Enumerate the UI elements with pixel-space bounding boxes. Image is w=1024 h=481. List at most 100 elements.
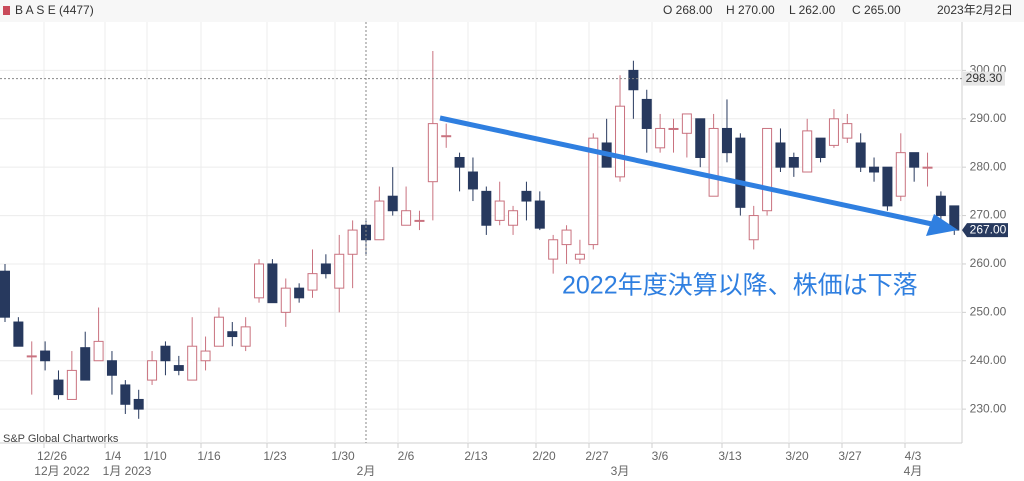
symbol-icon — [3, 6, 10, 15]
month-label: 3月 — [611, 464, 630, 478]
header-bar — [0, 0, 1024, 22]
x-tick-label: 4/3 — [905, 449, 922, 463]
candle-body — [534, 200, 545, 229]
candle-body — [842, 123, 853, 139]
candle-body — [641, 98, 652, 129]
candle-body — [922, 166, 933, 169]
candle-body — [762, 127, 773, 212]
ohlc-label: L 262.00 — [789, 3, 836, 17]
x-tick-label: 1/23 — [263, 449, 287, 463]
candle-body — [160, 345, 171, 362]
date-label: 2023年2月2日 — [937, 3, 1013, 17]
candle-body — [334, 253, 345, 289]
month-label: 12月 2022 — [34, 464, 90, 478]
x-tick-label: 3/13 — [718, 449, 742, 463]
x-tick-label: 2/20 — [532, 449, 556, 463]
arrow-head — [926, 214, 958, 236]
x-tick-label: 1/16 — [197, 449, 221, 463]
candle-body — [0, 270, 10, 318]
candle-body — [427, 123, 438, 183]
candle-body — [708, 127, 719, 197]
candle-body — [895, 152, 906, 197]
x-tick-label: 1/10 — [143, 449, 167, 463]
candle-body — [133, 398, 144, 410]
x-tick-label: 2/6 — [398, 449, 415, 463]
candle-body — [561, 229, 572, 246]
candle-body — [294, 287, 305, 299]
candle-body — [307, 273, 318, 291]
month-label: 4月 — [904, 464, 923, 478]
candle-body — [855, 142, 866, 168]
y-tick-label: 290.00 — [970, 111, 1007, 125]
candle-body — [200, 350, 211, 362]
x-tick-label: 1/4 — [105, 449, 122, 463]
candle-body — [227, 331, 238, 338]
candle-body — [414, 219, 425, 222]
candle-body — [120, 384, 131, 405]
candle-body — [454, 156, 465, 168]
candle-body — [53, 379, 64, 396]
candle-body — [106, 360, 117, 376]
candle-body — [615, 105, 626, 178]
candle-body — [815, 137, 826, 158]
candle-body — [788, 156, 799, 168]
candle-body — [574, 253, 585, 260]
candle-body — [494, 200, 505, 221]
month-label: 2月 — [357, 464, 376, 478]
candle-body — [387, 195, 398, 212]
candle-body — [267, 263, 278, 304]
candle-body — [66, 369, 77, 400]
arrow-line — [439, 115, 933, 227]
candle-body — [802, 130, 813, 173]
y-tick-label: 270.00 — [970, 208, 1007, 222]
candle-body — [93, 340, 104, 362]
chart-title: B A S E (4477) — [15, 3, 94, 17]
y-tick-label: 260.00 — [970, 256, 1007, 270]
candle-body — [467, 171, 478, 190]
candle-body — [347, 229, 358, 255]
ohlc-label: C 265.00 — [852, 3, 901, 17]
candle-body — [26, 355, 37, 358]
candle-body — [320, 263, 331, 275]
candle-body — [240, 326, 251, 347]
candle-body — [441, 135, 452, 138]
candle-body — [187, 345, 198, 381]
x-tick-label: 2/13 — [464, 449, 488, 463]
last-price-tag — [962, 223, 1008, 238]
candle-body — [668, 127, 679, 130]
x-tick-label: 3/6 — [652, 449, 669, 463]
candle-body — [655, 127, 666, 149]
candle-body — [721, 127, 732, 154]
grid: 230.00 240.00 250.00 260.00 270.00 280.00 290.… — [0, 22, 1007, 478]
candle-body — [695, 118, 706, 158]
x-tick-label: 1/30 — [331, 449, 355, 463]
crosshair-tag — [963, 71, 1005, 86]
candle-body — [521, 190, 532, 202]
x-tick-label: 12/26 — [37, 449, 67, 463]
candle-body — [401, 210, 412, 226]
overlay: 298.30 267.00 — [0, 22, 1008, 443]
candle-body — [909, 152, 920, 168]
y-tick-label: 280.00 — [970, 159, 1007, 173]
y-tick-label: 230.00 — [970, 401, 1007, 415]
y-tick-label: 240.00 — [970, 353, 1007, 367]
candle-body — [80, 347, 91, 381]
candle-body — [869, 166, 880, 173]
candle-body — [628, 69, 639, 91]
candle-body — [147, 360, 158, 381]
candle-body — [13, 321, 24, 347]
candle-body — [828, 118, 839, 146]
y-tick-label: 250.00 — [970, 305, 1007, 319]
candle-body — [882, 166, 893, 207]
candle-body — [213, 316, 224, 347]
x-tick-label: 2/27 — [585, 449, 609, 463]
candle-body — [280, 287, 291, 313]
candle-body — [40, 350, 51, 362]
month-label: 1月 2023 — [103, 464, 152, 478]
candle-body — [748, 215, 759, 241]
candle-body — [374, 200, 385, 241]
source: S&P Global Chartworks — [3, 433, 119, 445]
